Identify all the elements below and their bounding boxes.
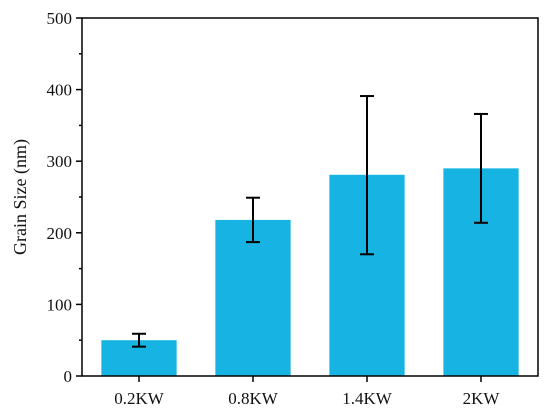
error-bars [132, 95, 488, 348]
y-tick-label: 200 [47, 224, 73, 243]
y-tick-label: 400 [47, 81, 73, 100]
error-bar-0.8KW [246, 196, 260, 244]
y-tick-label: 100 [47, 295, 73, 314]
y-tick-label: 500 [47, 9, 73, 28]
x-tick-label: 2KW [463, 389, 501, 408]
bars [101, 168, 519, 376]
y-tick-label: 0 [64, 367, 73, 386]
error-bar-1.4KW [360, 95, 374, 256]
error-bar-0.2KW [132, 332, 146, 348]
error-bar-2KW [474, 112, 488, 224]
bar-0.8KW [215, 219, 291, 376]
y-tick-label: 300 [47, 152, 73, 171]
x-axis-ticks: 0.2KW 0.8KW 1.4KW 2KW [114, 376, 500, 408]
x-tick-label: 1.4KW [342, 389, 393, 408]
x-tick-label: 0.8KW [228, 389, 279, 408]
y-axis-label: Grain Size (nm) [10, 139, 31, 255]
y-axis-ticks: 0 100 200 300 400 500 [47, 9, 82, 386]
x-tick-label: 0.2KW [114, 389, 165, 408]
